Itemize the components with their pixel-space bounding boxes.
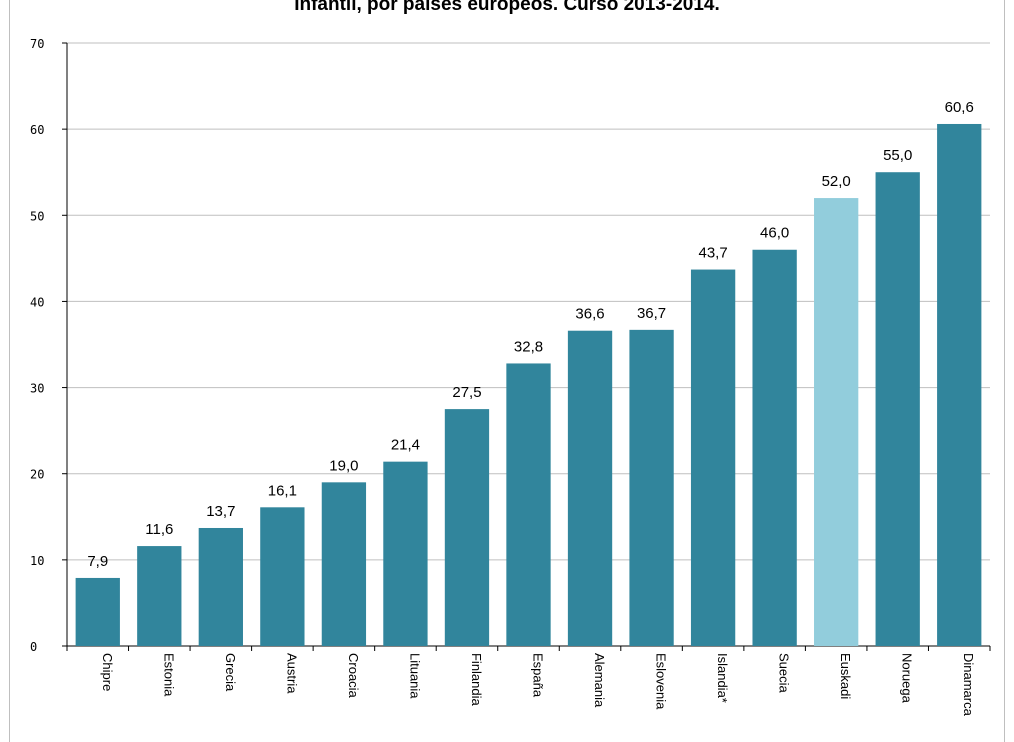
y-tick-label: 30: [30, 382, 44, 396]
data-label: 21,4: [391, 437, 420, 454]
data-label: 27,5: [452, 384, 481, 401]
data-label: 32,8: [514, 338, 543, 355]
y-tick-label: 40: [30, 295, 44, 309]
y-tick-label: 50: [30, 209, 44, 223]
y-tick-label: 0: [30, 640, 37, 654]
bar: [875, 172, 920, 646]
x-tick-label: España: [531, 653, 546, 698]
bar: [383, 461, 428, 646]
data-label: 13,7: [206, 503, 235, 520]
data-label: 7,9: [87, 553, 108, 570]
bar: [260, 507, 305, 646]
data-label: 19,0: [329, 457, 358, 474]
data-label: 43,7: [698, 245, 727, 262]
y-tick-label: 60: [30, 123, 44, 137]
x-tick-label: Noruega: [900, 653, 915, 704]
data-label: 52,0: [822, 173, 851, 190]
bar: [75, 577, 120, 646]
x-tick-label: Grecia: [223, 653, 238, 692]
bar: [937, 123, 982, 646]
y-tick-label: 70: [30, 37, 44, 51]
x-tick-label: Lituania: [407, 653, 422, 699]
bar: [444, 409, 490, 646]
data-label: 11,6: [145, 521, 173, 538]
x-tick-label: Croacia: [346, 653, 361, 699]
bar: [752, 249, 797, 646]
x-tick-label: Islandia*: [715, 653, 730, 703]
x-tick-label: Dinamarca: [961, 653, 976, 717]
x-tick-label: Euskadi: [838, 653, 853, 699]
x-tick-label: Eslovenia: [654, 653, 669, 710]
x-tick-label: Chipre: [100, 653, 115, 691]
x-tick-label: Suecia: [777, 653, 792, 694]
data-label: 60,6: [945, 99, 974, 116]
data-label: 16,1: [268, 482, 297, 499]
bar: [198, 527, 243, 646]
bar: [690, 269, 736, 646]
y-tick-label: 10: [30, 554, 44, 568]
x-tick-label: Alemania: [592, 653, 607, 708]
x-tick-label: Austria: [284, 653, 299, 694]
data-label: 36,6: [575, 306, 604, 323]
x-tick-label: Finlandia: [469, 653, 484, 707]
bar: [567, 330, 613, 646]
bar: [321, 482, 367, 646]
x-tick-label: Estonia: [161, 653, 176, 697]
bar: [629, 329, 674, 646]
y-tick-label: 20: [30, 468, 44, 482]
chart-title: Infantil, por países europeos. Curso 201…: [294, 0, 720, 15]
bar: [814, 198, 859, 647]
bar: [506, 363, 551, 646]
data-label: 46,0: [760, 225, 789, 242]
chart-frame: [9, 0, 1005, 742]
data-label: 55,0: [883, 147, 912, 164]
bar: [137, 546, 182, 646]
data-label: 36,7: [637, 305, 666, 322]
